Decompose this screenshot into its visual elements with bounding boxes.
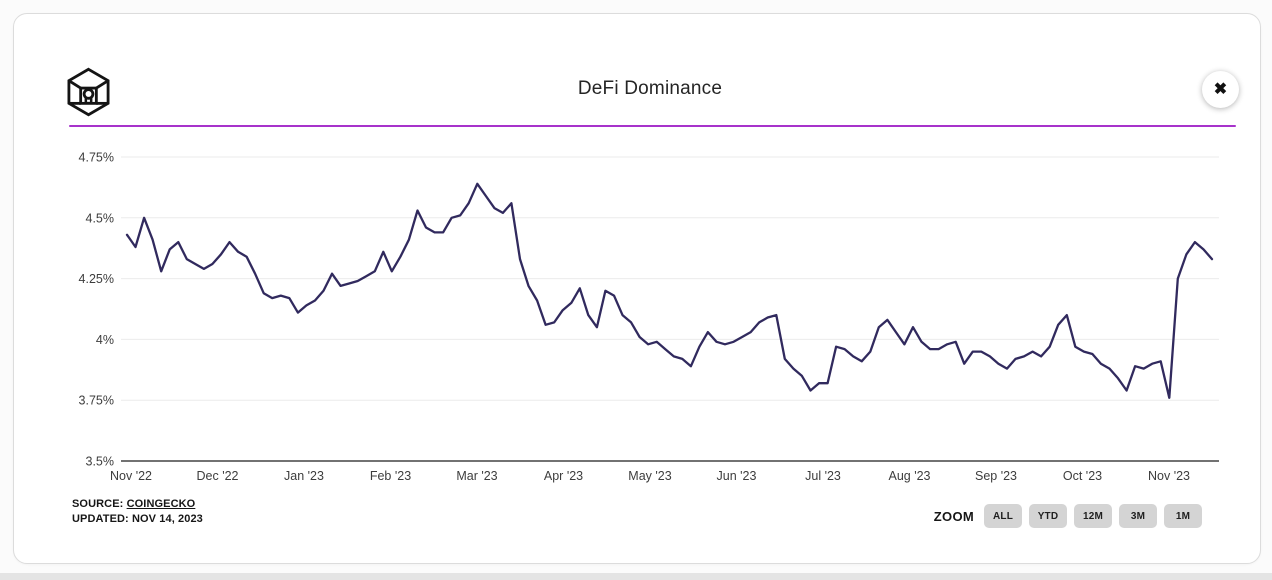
updated-label: UPDATED: NOV 14, 2023 (72, 513, 203, 525)
y-axis-tick-label: 4% (96, 333, 114, 347)
x-axis-tick-label: Oct '23 (1063, 469, 1102, 483)
x-axis-tick-label: Nov '22 (110, 469, 152, 483)
y-axis-tick-label: 3.5% (86, 455, 115, 469)
defi-dominance-chart: 4.75% 4.5% 4.25% 4% 3.75% 3.5%Nov '22 Dec '22 J… (79, 151, 1219, 483)
zoom-button-group: ALL YTD 12M 3M 1M (984, 504, 1202, 528)
x-axis-tick-label: Aug '23 (888, 469, 930, 483)
source-link[interactable]: COINGECKO (126, 498, 196, 510)
zoom-button-12m[interactable]: 12M (1074, 504, 1112, 528)
dominance-line-series (125, 182, 1214, 399)
x-axis-tick-label: Apr '23 (544, 469, 583, 483)
zoom-label: ZOOM (933, 508, 974, 524)
chart-modal: DeFi Dominance ✖ 4.75% 4.5% 4.25% 4% 3.75% 3.… (13, 13, 1261, 564)
close-button[interactable]: ✖ (1202, 71, 1239, 108)
zoom-button-3m[interactable]: 3M (1119, 504, 1157, 528)
x-axis-tick-label: Dec '22 (197, 469, 239, 483)
y-axis-tick-label: 3.75% (79, 394, 114, 408)
header-divider (69, 125, 1236, 127)
x-axis-tick-label: Jun '23 (717, 469, 757, 483)
y-axis-tick-label: 4.75% (79, 151, 114, 165)
x-axis-tick-label: Mar '23 (456, 469, 497, 483)
x-axis-tick-label: Nov '23 (1148, 469, 1190, 483)
x-axis-tick-label: May '23 (628, 469, 671, 483)
close-icon: ✖ (1213, 80, 1228, 98)
y-axis-tick-label: 4.5% (86, 211, 115, 225)
zoom-button-ytd[interactable]: YTD (1029, 504, 1067, 528)
source-attribution: SOURCE: COINGECKO UPDATED: NOV 14, 2023 (72, 497, 203, 527)
x-axis-tick-label: Jul '23 (805, 469, 841, 483)
page-title: DeFi Dominance (577, 78, 723, 99)
x-axis-tick-label: Sep '23 (975, 469, 1017, 483)
zoom-button-1m[interactable]: 1M (1164, 504, 1202, 528)
zoom-controls: ZOOM ALL YTD 12M 3M 1M (14, 503, 1202, 529)
x-axis-tick-label: Feb '23 (370, 469, 411, 483)
x-axis-tick-label: Jan '23 (284, 469, 324, 483)
zoom-button-all[interactable]: ALL (984, 504, 1022, 528)
the-block-logo-icon (67, 67, 110, 117)
bottom-strip (0, 573, 1272, 580)
y-axis-tick-label: 4.25% (79, 272, 114, 286)
source-label: SOURCE: (72, 498, 124, 510)
